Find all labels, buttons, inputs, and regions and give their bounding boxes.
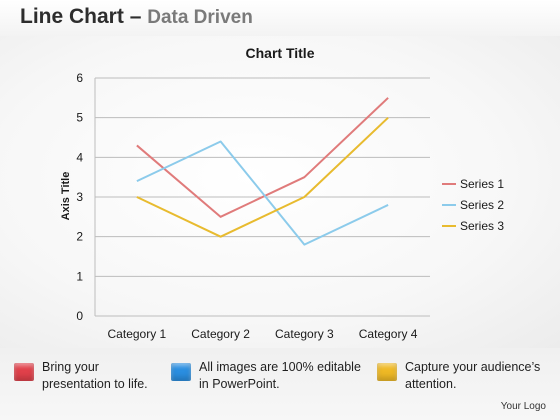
feature-1-line1: Bring your <box>42 360 99 374</box>
y-axis-title: Axis Title <box>60 172 72 221</box>
feature-2-line2: in PowerPoint. <box>199 377 280 391</box>
gridlines <box>94 77 430 317</box>
feature-3-line1: Capture your audience’s <box>405 360 541 374</box>
feature-2-text: All images are 100% editable in PowerPoi… <box>199 359 361 393</box>
legend: Series 1 Series 2 Series 3 <box>442 177 504 233</box>
y-tick-label: 3 <box>76 190 83 204</box>
legend-series-2-label: Series 2 <box>460 198 504 212</box>
x-tick-label: Category 2 <box>191 327 250 341</box>
chart-title: Chart Title <box>246 45 315 61</box>
x-tick-labels: Category 1 Category 2 Category 3 Category 4 <box>108 327 418 341</box>
slide-title: Line Chart – Data Driven <box>20 5 253 29</box>
feature-3-line2: attention. <box>405 377 457 391</box>
y-tick-label: 2 <box>76 230 83 244</box>
series-1-line <box>136 97 389 218</box>
y-tick-labels: 0 1 2 3 4 5 6 <box>76 71 83 323</box>
chart-background <box>0 36 560 348</box>
feature-1-line2: presentation to life. <box>42 377 148 391</box>
series-2-line <box>136 140 389 246</box>
x-tick-label: Category 1 <box>108 327 167 341</box>
series-lines <box>136 97 389 246</box>
y-tick-label: 4 <box>76 150 83 164</box>
slide-title-dash: – <box>129 5 142 28</box>
line-chart: Chart Title Axis Title 0 1 2 3 4 5 6 Category … <box>60 45 504 341</box>
feature-1-text: Bring your presentation to life. <box>42 359 148 393</box>
series-3-line <box>136 116 389 238</box>
feature-3-text: Capture your audience’s attention. <box>405 359 540 393</box>
y-tick-label: 5 <box>76 111 83 125</box>
legend-series-1-label: Series 1 <box>460 177 504 191</box>
feature-1-swatch <box>14 363 34 381</box>
y-tick-label: 6 <box>76 71 83 85</box>
y-tick-label: 0 <box>76 309 83 323</box>
y-tick-label: 1 <box>76 269 83 283</box>
feature-2-swatch <box>171 363 191 381</box>
footer-band <box>0 348 560 420</box>
legend-series-3-label: Series 3 <box>460 219 504 233</box>
x-tick-label: Category 3 <box>275 327 334 341</box>
slide-header: Line Chart – Data Driven <box>0 0 560 36</box>
x-tick-label: Category 4 <box>359 327 418 341</box>
slide-subtitle: Data Driven <box>147 7 253 28</box>
slide-title-main: Line Chart <box>20 5 124 28</box>
feature-3-swatch <box>377 363 397 381</box>
logo-text: Your Logo <box>500 401 546 412</box>
feature-2-line1: All images are 100% editable <box>199 360 361 374</box>
